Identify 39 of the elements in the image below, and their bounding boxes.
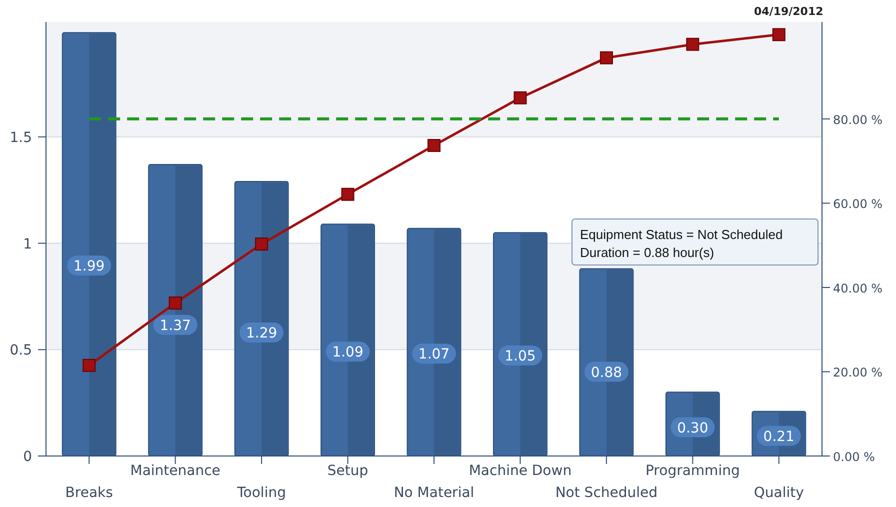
x-tick-label: Machine Down: [468, 463, 572, 479]
y-tick-label: 1: [23, 236, 32, 252]
x-tick-label: Tooling: [236, 485, 286, 501]
annotation: Equipment Status = Not Scheduled Duration = 0.88 hour(s): [580, 227, 783, 260]
y2-tick-label: 0.00 %: [833, 450, 875, 464]
data-label: 0.30: [677, 420, 708, 436]
x-tick-label: Breaks: [65, 485, 113, 501]
data-label: 1.29: [246, 326, 278, 342]
point: [82, 358, 96, 372]
y-tick-label: 1.5: [10, 130, 32, 146]
x-tick-label: Not Scheduled: [555, 485, 658, 501]
point: [255, 238, 268, 251]
point: [428, 138, 440, 152]
data-label: 0.88: [590, 364, 622, 381]
point: [168, 296, 182, 310]
point: [600, 51, 613, 64]
point: [341, 188, 354, 201]
data-label: 1.05: [504, 348, 536, 364]
point: [514, 91, 527, 104]
y-tick-label: 0: [23, 449, 32, 465]
x-tick-label: Setup: [327, 463, 368, 479]
y2-tick-label: 40.00 %: [833, 281, 883, 296]
text: 04/19/2012: [754, 5, 824, 18]
x-tick-label: Programming: [645, 463, 740, 479]
data-label: 1.99: [74, 258, 105, 274]
data-label: 1.09: [332, 344, 364, 361]
y2-tick-label: 60.00 %: [833, 197, 883, 212]
data-label: 0.21: [763, 428, 794, 445]
tooltip: Equipment Status = Not Scheduled Duration = 0.88 hour(s): [572, 218, 818, 266]
y-tick-label: 0.5: [10, 342, 32, 359]
point: [686, 38, 700, 51]
y2-tick-label: 80.00 %: [833, 112, 883, 127]
x-tick-label: Quality: [754, 485, 804, 501]
point: [772, 28, 786, 42]
data-label: 1.37: [160, 318, 191, 334]
x-tick-label: No Material: [394, 485, 474, 501]
x-tick-label: Maintenance: [130, 463, 220, 479]
data-label: 1.07: [418, 346, 450, 363]
y2-tick-label: 20.00 %: [833, 366, 883, 380]
